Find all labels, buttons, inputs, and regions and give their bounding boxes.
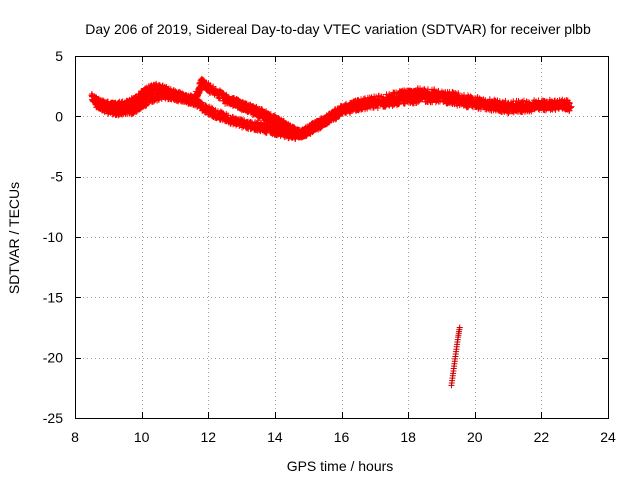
x-tick-label: 22 <box>534 429 550 445</box>
y-tick-label: -15 <box>43 289 63 305</box>
x-tick-label: 18 <box>400 429 416 445</box>
data-point <box>565 100 572 107</box>
y-axis-label: SDTVAR / TECUs <box>6 182 22 294</box>
y-tick-label: 5 <box>55 48 63 64</box>
data-point <box>295 130 302 137</box>
data-point <box>153 80 160 87</box>
data-point <box>202 102 209 109</box>
data-points <box>88 75 575 389</box>
grid-lines <box>75 56 608 418</box>
y-ticks: 5 0 -5 -10 -15 -20 -25 <box>43 48 608 426</box>
data-point <box>456 324 463 331</box>
x-tick-label: 12 <box>200 429 216 445</box>
x-tick-label: 8 <box>71 429 79 445</box>
data-point <box>520 97 527 104</box>
data-point <box>568 103 575 110</box>
data-point <box>361 95 368 102</box>
data-point <box>142 102 149 109</box>
x-tick-label: 24 <box>600 429 616 445</box>
x-ticks: 8 10 12 14 16 18 20 22 24 <box>71 56 616 445</box>
data-point <box>566 107 573 114</box>
y-tick-label: -25 <box>43 410 63 426</box>
x-tick-label: 20 <box>467 429 483 445</box>
data-point <box>360 95 367 102</box>
x-tick-label: 14 <box>267 429 283 445</box>
data-point <box>363 102 370 109</box>
y-tick-label: -5 <box>51 169 64 185</box>
data-point <box>397 95 404 102</box>
y-tick-label: 0 <box>55 108 63 124</box>
x-tick-label: 10 <box>134 429 150 445</box>
series-3 <box>221 92 302 139</box>
x-tick-label: 16 <box>334 429 350 445</box>
y-tick-label: -10 <box>43 229 63 245</box>
data-point <box>417 85 424 92</box>
series-4 <box>448 324 463 389</box>
data-point <box>294 126 301 133</box>
y-tick-label: -20 <box>43 350 63 366</box>
data-point <box>484 103 491 110</box>
x-axis-label: GPS time / hours <box>287 458 394 474</box>
chart-title: Day 206 of 2019, Sidereal Day-to-day VTE… <box>85 21 591 37</box>
data-point <box>181 98 188 105</box>
